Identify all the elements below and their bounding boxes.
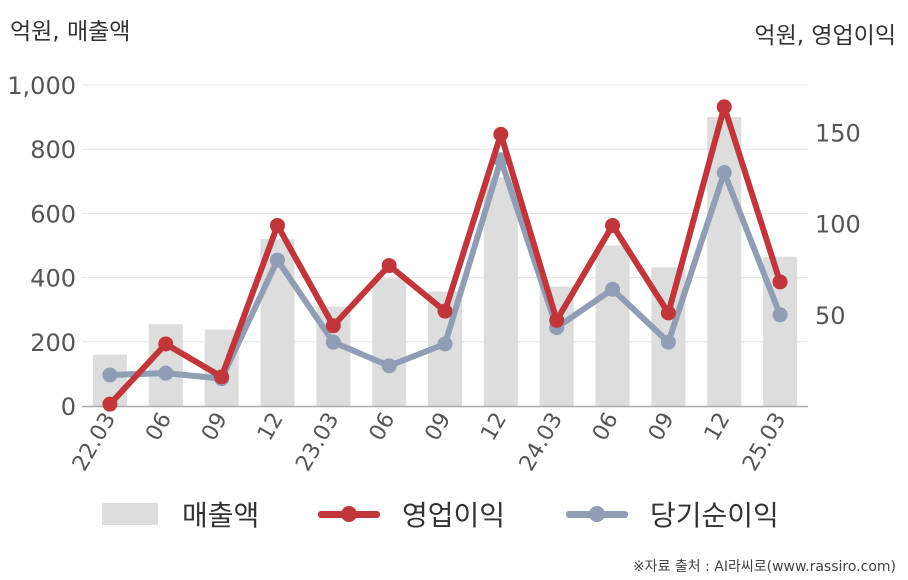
x-tick-label: 06 (365, 409, 401, 446)
x-tick-label: 09 (421, 409, 457, 446)
left-axis-unit: 억원, 매출액 (10, 19, 131, 45)
point-net-income (660, 334, 676, 350)
legend-item-sales: 매출액 (102, 492, 259, 536)
x-tick-label: 23.03 (291, 409, 344, 476)
point-operating-profit (605, 217, 621, 233)
source-note: ※자료 출처 : AI라씨로(www.rassiro.com) (632, 559, 896, 575)
point-net-income (269, 252, 285, 268)
right-axis-unit: 억원, 영업이익 (754, 23, 896, 49)
y-right-tick-label: 100 (815, 211, 861, 239)
point-operating-profit (437, 303, 453, 319)
legend-item-net-income: 당기순이익 (566, 492, 779, 536)
point-net-income (772, 307, 788, 323)
point-operating-profit (381, 258, 397, 274)
bar-sales (372, 278, 407, 406)
legend-swatch-sales (102, 503, 158, 525)
y-left-tick-label: 0 (61, 393, 76, 421)
bar-sales (595, 245, 630, 406)
x-tick-label: 12 (476, 409, 512, 446)
point-net-income (102, 367, 118, 383)
point-operating-profit (772, 274, 788, 290)
x-tick-label: 06 (141, 409, 177, 446)
y-left-tick-label: 200 (30, 329, 76, 357)
y-right-tick-label: 50 (815, 302, 846, 330)
legend-label-operating-profit: 영업이익 (402, 499, 506, 532)
legend-swatch-operating-profit (318, 492, 380, 536)
point-operating-profit (214, 369, 230, 385)
legend-item-operating-profit: 영업이익 (318, 492, 505, 536)
legend-label-net-income: 당기순이익 (650, 499, 779, 532)
point-net-income (437, 336, 453, 352)
x-tick-label: 09 (197, 409, 233, 446)
x-tick-label: 12 (700, 409, 736, 446)
point-operating-profit (493, 126, 509, 142)
y-left-tick-label: 800 (30, 136, 76, 164)
point-net-income (325, 334, 341, 350)
point-operating-profit (269, 217, 285, 233)
point-net-income (716, 165, 732, 181)
point-operating-profit (158, 336, 174, 352)
bar-sales (148, 324, 183, 406)
point-net-income (605, 281, 621, 297)
y-left-tick-label: 400 (30, 265, 76, 293)
point-net-income (158, 365, 174, 381)
y-left-tick-label: 1,000 (7, 72, 76, 100)
point-operating-profit (102, 396, 118, 412)
point-operating-profit (660, 305, 676, 321)
legend-swatch-net-income (566, 492, 628, 536)
y-left-tick-label: 600 (30, 200, 76, 228)
x-tick-label: 12 (253, 409, 289, 446)
point-operating-profit (716, 99, 732, 115)
x-tick-label: 24.03 (515, 409, 568, 476)
x-tick-label: 25.03 (738, 409, 791, 476)
point-operating-profit (549, 312, 565, 328)
y-right-tick-label: 150 (815, 119, 861, 147)
point-net-income (381, 358, 397, 374)
point-operating-profit (325, 318, 341, 334)
legend-label-sales: 매출액 (182, 499, 260, 532)
x-tick-label: 06 (588, 409, 624, 446)
x-tick-label: 09 (644, 409, 680, 446)
bar-sales (483, 177, 518, 406)
